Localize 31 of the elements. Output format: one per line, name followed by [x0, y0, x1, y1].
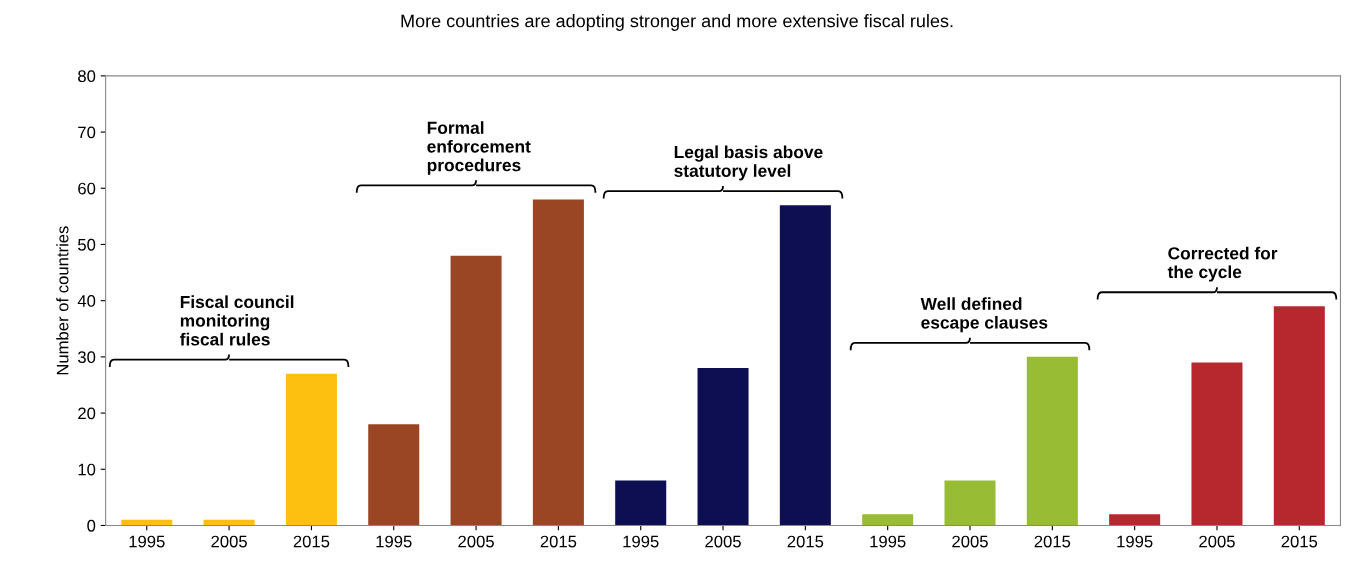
x-tick-label: 2015 [1281, 535, 1318, 548]
x-tick-label: 2015 [540, 535, 577, 548]
y-tick-label: 20 [78, 407, 96, 420]
y-tick-label: 0 [87, 519, 96, 532]
x-tick-label: 1995 [1117, 535, 1153, 548]
x-tick-label: 2015 [293, 535, 330, 548]
y-tick-label: 80 [78, 70, 96, 83]
x-tick-label: 1995 [129, 535, 165, 548]
annotation: Corrected for the cycle [1167, 246, 1278, 282]
x-tick-label: 2005 [211, 535, 247, 548]
y-tick-label: 10 [78, 463, 96, 476]
annotation: Legal basis above statutory level [674, 145, 823, 181]
y-axis-title: Number of countries [56, 226, 69, 375]
y-tick-label: 70 [78, 126, 96, 139]
x-tick-label: 2005 [458, 535, 494, 548]
x-tick-label: 1995 [376, 535, 412, 548]
x-tick-label: 1995 [623, 535, 659, 548]
chart-title: More countries are adopting stronger and more extensive fiscal rules. [401, 14, 953, 31]
y-tick-label: 30 [77, 351, 96, 364]
x-tick-label: 2015 [1034, 535, 1071, 548]
x-tick-label: 1995 [870, 535, 906, 548]
annotation: Well defined escape clauses [920, 297, 1048, 333]
x-tick-label: 2005 [705, 535, 741, 548]
y-tick-label: 60 [78, 182, 96, 195]
annotation: Formal enforcement procedures [427, 121, 531, 175]
x-tick-label: 2005 [952, 535, 988, 548]
y-tick-label: 50 [78, 238, 96, 251]
x-tick-label: 2005 [1199, 535, 1235, 548]
annotation: Fiscal council monitoring fiscal rules [180, 295, 294, 346]
y-tick-label: 40 [77, 295, 96, 307]
x-tick-label: 2015 [787, 535, 824, 548]
